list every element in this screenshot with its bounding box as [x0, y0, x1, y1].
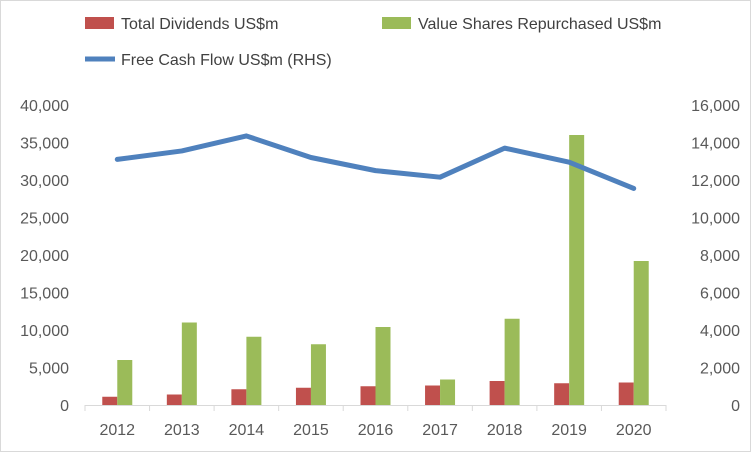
bar-dividends-2019: [554, 383, 570, 405]
y-right-tick-label: 8,000: [700, 248, 740, 265]
legend-swatch-0: [85, 17, 114, 29]
y-right-tick-label: 4,000: [700, 323, 740, 340]
bar-dividends-2017: [425, 385, 441, 405]
bars: [102, 135, 649, 405]
y-right-tick-label: 10,000: [691, 211, 740, 228]
x-tick-label: 2017: [422, 422, 458, 439]
bar-dividends-2016: [360, 386, 376, 405]
bar-repurchases-2018: [504, 318, 520, 405]
x-tick-label: 2016: [358, 422, 394, 439]
y-left-tick-label: 35,000: [20, 136, 69, 153]
bar-repurchases-2013: [181, 322, 197, 405]
legend-label-2: Free Cash Flow US$m (RHS): [121, 52, 332, 69]
y-left-tick-label: 40,000: [20, 98, 69, 115]
line-free-cash-flow: [114, 133, 637, 191]
bar-repurchases-2020: [633, 261, 649, 405]
bar-repurchases-2012: [117, 360, 133, 405]
legend-label-0: Total Dividends US$m: [121, 16, 278, 33]
x-tick-label: 2014: [229, 422, 265, 439]
y-right-tick-label: 0: [731, 398, 740, 415]
y-left-tick-label: 5,000: [29, 361, 69, 378]
y-right-tick-label: 12,000: [691, 173, 740, 190]
bar-repurchases-2015: [310, 344, 326, 405]
x-tick-label: 2012: [99, 422, 135, 439]
legend-swatch-1: [382, 17, 411, 29]
bar-repurchases-2014: [246, 336, 262, 405]
bar-dividends-2014: [231, 389, 247, 405]
legend: Total Dividends US$m Value Shares Repurch…: [85, 16, 661, 69]
x-tick-label: 2019: [551, 422, 587, 439]
bar-dividends-2012: [102, 396, 118, 405]
line-series: [114, 133, 637, 191]
bar-dividends-2013: [166, 394, 182, 405]
y-right-tick-label: 14,000: [691, 136, 740, 153]
y-right-tick-label: 2,000: [700, 361, 740, 378]
x-tick-label: 2015: [293, 422, 329, 439]
x-tick-label: 2020: [616, 422, 652, 439]
y-right-tick-label: 6,000: [700, 286, 740, 303]
x-tick-label: 2018: [487, 422, 523, 439]
y-right-tick-label: 16,000: [691, 98, 740, 115]
bar-dividends-2015: [295, 387, 311, 405]
bar-repurchases-2017: [440, 379, 456, 405]
bar-dividends-2018: [489, 381, 505, 405]
y-left-tick-label: 10,000: [20, 323, 69, 340]
axes: 0 5,000 10,000 15,000 20,000 25,000 30,000 35,0…: [20, 98, 740, 439]
bar-dividends-2020: [618, 382, 634, 405]
legend-label-1: Value Shares Repurchased US$m: [418, 16, 661, 33]
y-left-tick-label: 15,000: [20, 286, 69, 303]
y-left-tick-label: 25,000: [20, 211, 69, 228]
x-tick-label: 2013: [164, 422, 200, 439]
y-left-tick-label: 0: [60, 398, 69, 415]
bar-repurchases-2016: [375, 327, 391, 405]
y-left-tick-label: 30,000: [20, 173, 69, 190]
bar-repurchases-2019: [569, 135, 585, 405]
y-left-tick-label: 20,000: [20, 248, 69, 265]
